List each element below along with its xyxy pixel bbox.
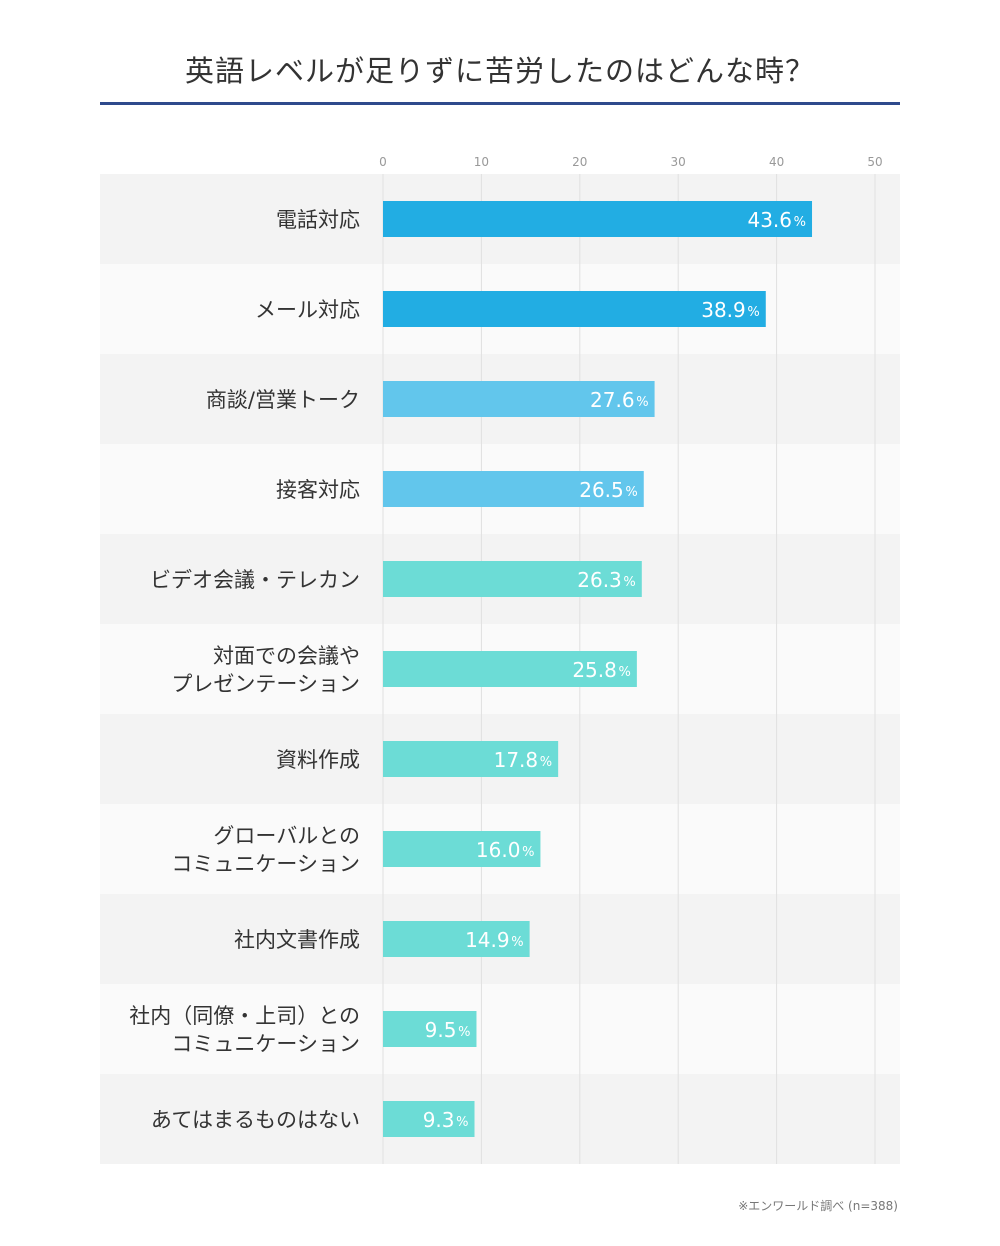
category-label: あてはまるものはない (151, 1108, 360, 1132)
tick-label: 20 (572, 155, 587, 169)
value-unit: % (619, 665, 631, 680)
category-label: 電話対応 (276, 208, 360, 232)
bar (383, 741, 559, 777)
source-note: ※エンワールド調べ (n=388) (738, 1199, 898, 1213)
bar (383, 921, 530, 957)
value-unit: % (458, 1025, 470, 1040)
row-band (100, 984, 900, 1074)
tick-label: 0 (379, 155, 387, 169)
bar (383, 651, 637, 687)
category-label: メール対応 (255, 298, 360, 322)
category-label: グローバルとの (213, 824, 360, 848)
value-label: 26.5 (579, 478, 624, 502)
value-label: 26.3 (577, 568, 622, 592)
value-label: 27.6 (590, 388, 635, 412)
value-label: 14.9 (465, 928, 510, 952)
value-unit: % (511, 935, 523, 950)
row-band (100, 1074, 900, 1164)
category-label: 接客対応 (276, 478, 360, 502)
bar (383, 1011, 477, 1047)
chart-title: 英語レベルが足りずに苦労したのはどんな時？ (184, 54, 815, 88)
value-label: 17.8 (494, 748, 539, 772)
category-label: ビデオ会議・テレカン (150, 568, 360, 592)
bar (383, 561, 642, 597)
value-label: 16.0 (476, 838, 521, 862)
category-label: 商談/営業トーク (206, 388, 360, 412)
category-label: 社内（同僚・上司）との (129, 1004, 360, 1028)
title-underline (100, 102, 900, 105)
tick-label: 10 (474, 155, 489, 169)
category-label: 社内文書作成 (234, 928, 360, 952)
tick-label: 40 (769, 155, 784, 169)
category-label: コミュニケーション (171, 852, 360, 876)
category-label: 資料作成 (276, 748, 360, 772)
value-label: 43.6 (747, 208, 792, 232)
category-label: 対面での会議や (213, 644, 360, 668)
tick-label: 50 (867, 155, 882, 169)
bar (383, 291, 766, 327)
value-unit: % (747, 305, 759, 320)
bar (383, 831, 541, 867)
value-label: 25.8 (572, 658, 617, 682)
bar (383, 201, 813, 237)
value-label: 38.9 (701, 298, 746, 322)
category-label: コミュニケーション (171, 1032, 360, 1056)
category-label: プレゼンテーション (171, 672, 360, 696)
value-label: 9.5 (425, 1018, 457, 1042)
value-unit: % (540, 755, 552, 770)
value-unit: % (625, 485, 637, 500)
bar (383, 471, 644, 507)
value-unit: % (636, 395, 648, 410)
value-unit: % (623, 575, 635, 590)
value-unit: % (522, 845, 534, 860)
value-label: 9.3 (423, 1108, 455, 1132)
bar (383, 1101, 475, 1137)
bar (383, 381, 655, 417)
value-unit: % (456, 1115, 468, 1130)
value-unit: % (794, 215, 806, 230)
tick-label: 30 (671, 155, 686, 169)
